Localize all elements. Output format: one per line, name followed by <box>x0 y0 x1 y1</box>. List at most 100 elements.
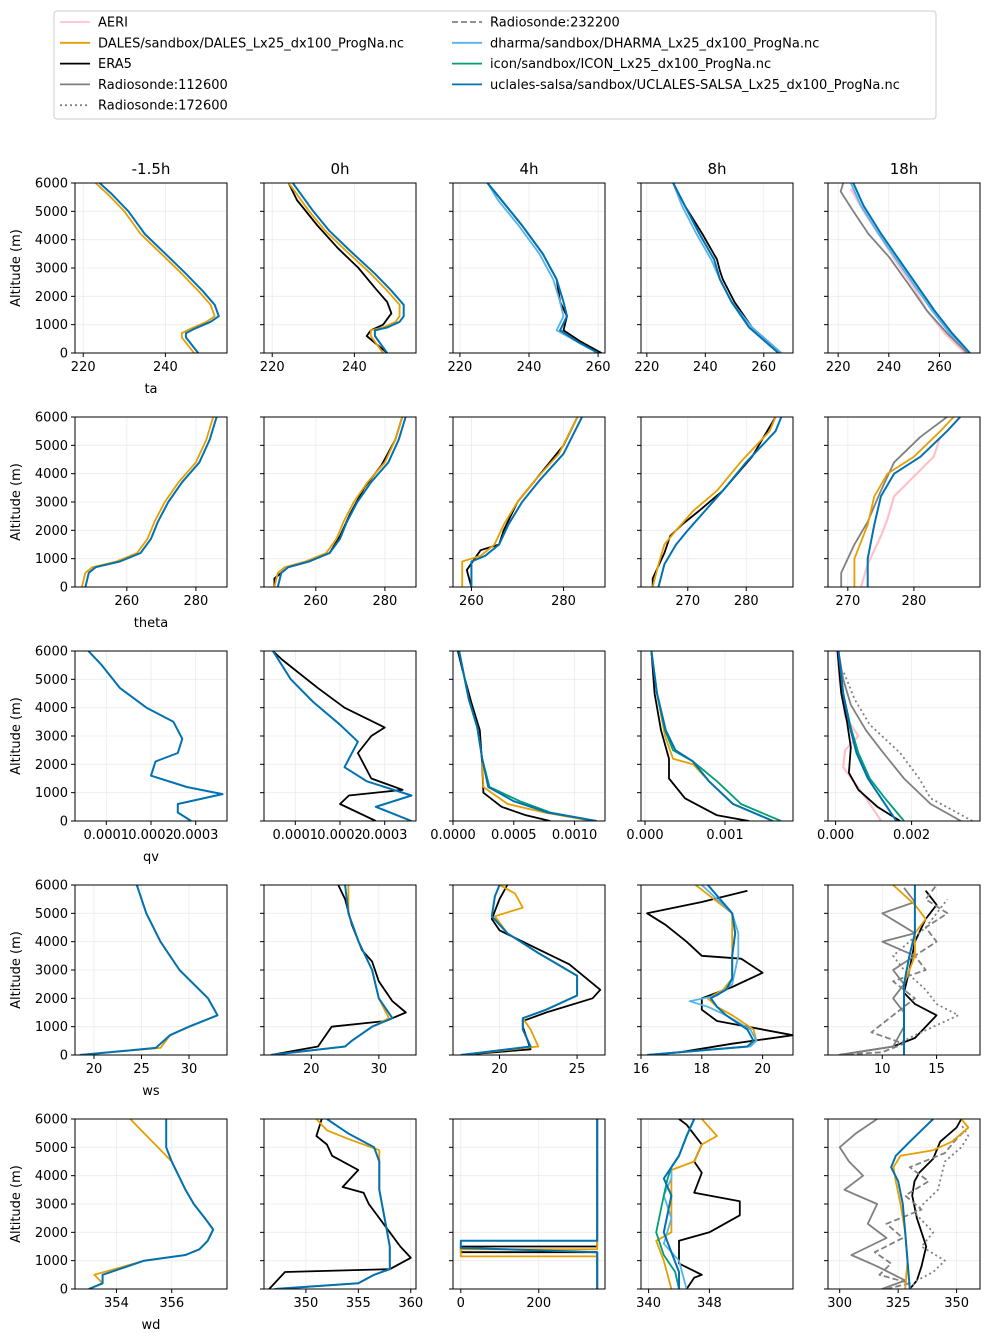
x-tick-label: 340 <box>636 1296 661 1311</box>
column-title: 8h <box>707 160 726 178</box>
series-line-DALES <box>655 1119 718 1289</box>
x-tick-label: 220 <box>826 360 851 375</box>
panel-qv-1: 0.0001 0.0002 0.0003 <box>260 650 417 843</box>
legend-label: dharma/sandbox/DHARMA_Lx25_dx100_ProgNa.… <box>490 36 819 51</box>
x-tick-label: 0.001 <box>706 828 743 843</box>
x-tick-label: 260 <box>927 360 952 375</box>
series-group <box>79 885 219 1055</box>
y-axis-label: Altitude (m) <box>9 931 24 1009</box>
x-tick-label: 10 <box>874 1062 891 1077</box>
x-tick-label: 25 <box>133 1062 150 1077</box>
panel-theta-3: 270 280 <box>637 416 794 609</box>
x-axis-label: qv <box>143 850 159 865</box>
series-group <box>655 1119 741 1289</box>
y-tick-label: 0 <box>60 1049 68 1064</box>
series-line-uclales-salsa <box>866 417 961 587</box>
series-line-uclales-salsa <box>890 1119 934 1289</box>
series-line-ERA5 <box>909 1119 963 1289</box>
x-tick-label: 0.0003 <box>362 828 408 843</box>
x-tick-label: 220 <box>634 360 659 375</box>
y-tick-label: 5000 <box>35 1141 68 1156</box>
series-group <box>270 885 407 1055</box>
y-tick-label: 3000 <box>35 496 68 511</box>
series-line-uclales-salsa <box>460 885 579 1055</box>
x-tick-label: 220 <box>71 360 96 375</box>
panel-qv-0: 0.0001 0.0002 0.0003 0 1000 2000 3000 4000 5000 6… <box>9 645 228 865</box>
series-line-uclales-salsa <box>98 183 220 353</box>
series-line-DALES <box>273 417 404 587</box>
x-tick-label: 355 <box>346 1296 371 1311</box>
series-line-uclales-salsa <box>470 417 583 587</box>
x-axis-label: wd <box>142 1318 161 1333</box>
panel-theta-0: 260 280 0 1000 2000 3000 4000 5000 6000 Altitude … <box>9 411 228 631</box>
y-axis-label: Altitude (m) <box>9 463 24 541</box>
series-line-uclales-salsa <box>837 651 898 821</box>
series-line-uclales-salsa <box>852 183 971 353</box>
x-tick-label: 20 <box>754 1062 771 1077</box>
panel-ws-1: 20 30 <box>260 884 417 1077</box>
x-tick-label: 260 <box>303 594 328 609</box>
x-tick-label: 280 <box>901 594 926 609</box>
y-tick-label: 5000 <box>35 205 68 220</box>
x-tick-label: 240 <box>876 360 901 375</box>
series-line-uclales-salsa <box>662 1119 696 1289</box>
x-tick-label: 0.002 <box>893 828 930 843</box>
series-line-uclales-salsa <box>458 651 597 821</box>
y-tick-label: 6000 <box>35 1113 68 1128</box>
x-tick-label: 16 <box>633 1062 650 1077</box>
series-group <box>273 417 407 587</box>
x-tick-label: 270 <box>835 594 860 609</box>
x-tick-label: 350 <box>944 1296 969 1311</box>
x-tick-label: 260 <box>751 360 776 375</box>
series-group <box>94 183 220 353</box>
y-tick-label: 1000 <box>35 1254 68 1269</box>
x-tick-label: 15 <box>928 1062 945 1077</box>
y-tick-label: 5000 <box>35 673 68 688</box>
y-tick-label: 3000 <box>35 730 68 745</box>
x-tick-label: 30 <box>181 1062 198 1077</box>
x-tick-label: 20 <box>303 1062 320 1077</box>
y-tick-label: 5000 <box>35 439 68 454</box>
series-line-Radiosonde:232200 <box>838 885 949 1055</box>
x-tick-label: 20 <box>491 1062 508 1077</box>
y-tick-label: 2000 <box>35 758 68 773</box>
panel-wd-4: 300 325 350 <box>824 1118 981 1311</box>
series-line-dharma <box>647 885 758 1055</box>
series-group <box>838 885 960 1055</box>
series-line-uclales-salsa <box>270 885 394 1055</box>
column-title: 0h <box>330 160 349 178</box>
y-tick-label: 0 <box>60 347 68 362</box>
y-tick-label: 4000 <box>35 467 68 482</box>
series-group <box>838 1119 970 1289</box>
series-line-ERA5 <box>650 651 750 821</box>
series-line-Radiosonde:112600 <box>838 1119 907 1289</box>
x-tick-label: 260 <box>459 594 484 609</box>
y-tick-label: 3000 <box>35 262 68 277</box>
column-title: 4h <box>519 160 538 178</box>
series-line-uclales-salsa <box>88 1119 215 1289</box>
series-group <box>646 885 793 1055</box>
y-axis-label: Altitude (m) <box>9 1165 24 1243</box>
legend-label: DALES/sandbox/DALES_Lx25_dx100_ProgNa.nc <box>98 36 404 51</box>
x-tick-label: 220 <box>260 360 285 375</box>
y-tick-label: 1000 <box>35 1020 68 1035</box>
y-tick-label: 0 <box>60 815 68 830</box>
legend-label: Radiosonde:232200 <box>490 16 620 31</box>
x-tick-label: 360 <box>398 1296 423 1311</box>
y-tick-label: 1000 <box>35 786 68 801</box>
x-tick-label: 240 <box>153 360 178 375</box>
series-line-ERA5 <box>838 890 938 1055</box>
series-group <box>272 651 413 821</box>
y-tick-label: 5000 <box>35 907 68 922</box>
series-group <box>460 885 602 1055</box>
series-group <box>457 651 597 821</box>
x-tick-label: 0.0003 <box>173 828 219 843</box>
x-tick-label: 260 <box>114 594 139 609</box>
series-line-Radiosonde:172600 <box>838 898 960 1055</box>
series-group <box>268 1119 412 1289</box>
y-tick-label: 1000 <box>35 552 68 567</box>
x-tick-label: 356 <box>159 1296 184 1311</box>
series-line-uclales-salsa <box>84 417 218 587</box>
panel-grid: 220 2400100020003000400050006000-1.5hAlti… <box>9 160 981 1333</box>
series-line-AERI <box>859 436 942 587</box>
